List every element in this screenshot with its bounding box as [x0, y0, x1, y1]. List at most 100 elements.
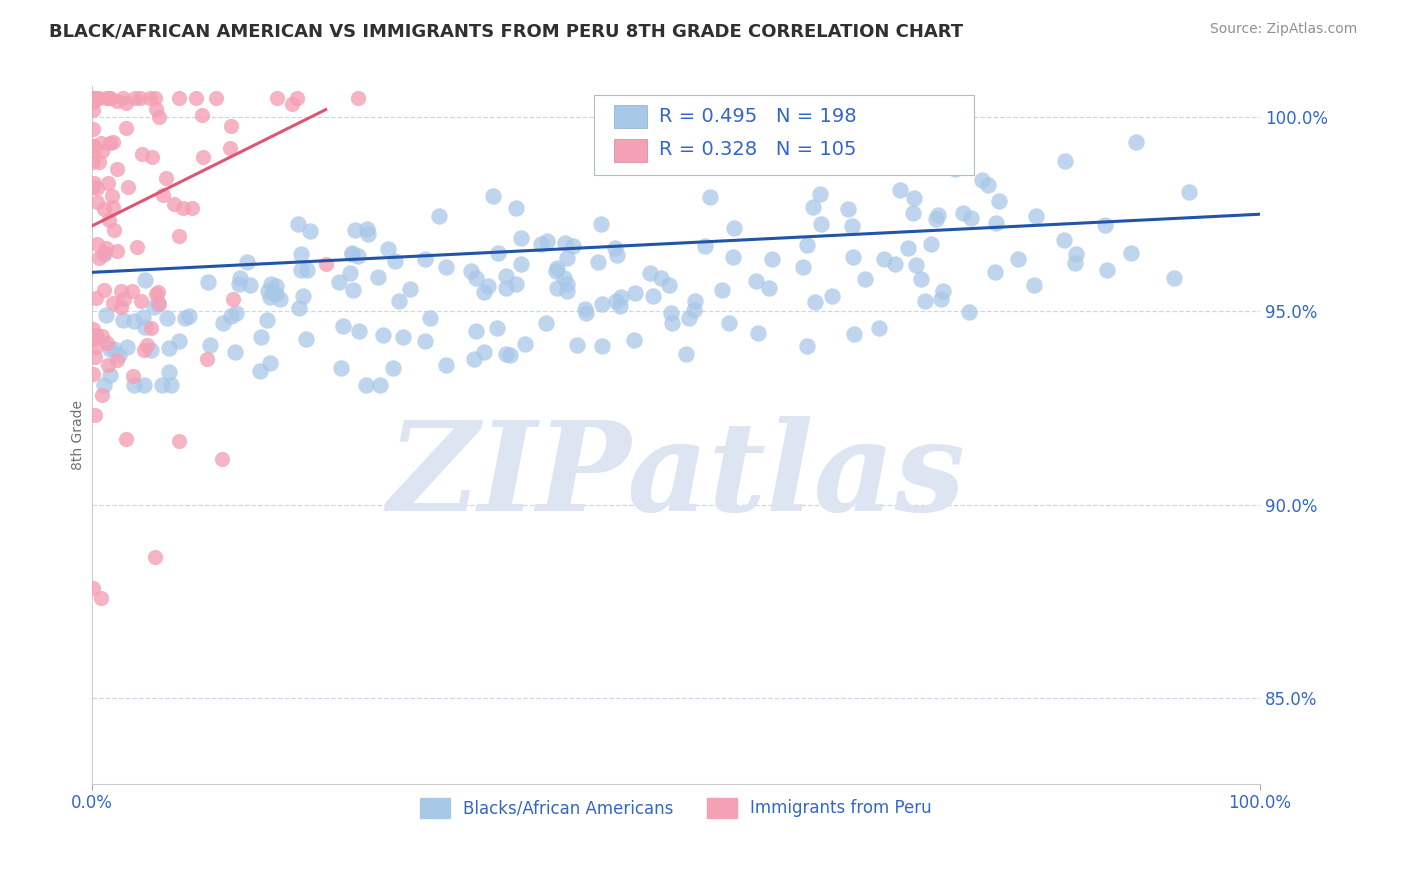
Point: [959, 211, 981, 225]
Point: [121, 284, 143, 298]
Point: [623, 333, 645, 347]
Point: [90, 591, 112, 605]
Point: [145, 102, 167, 116]
Point: [122, 314, 145, 328]
Point: [347, 249, 370, 263]
Point: [495, 268, 517, 283]
Point: [388, 294, 411, 309]
Point: [269, 293, 291, 307]
Point: [84, 408, 107, 422]
Point: [873, 252, 896, 266]
Point: [761, 252, 783, 266]
Point: [574, 302, 596, 317]
Point: [82, 180, 104, 194]
Point: [87, 251, 110, 265]
Point: [82, 145, 104, 159]
Point: [1094, 218, 1116, 232]
Point: [111, 91, 134, 105]
Point: [758, 281, 780, 295]
Point: [105, 94, 128, 108]
Point: [354, 377, 377, 392]
Point: [1119, 246, 1142, 260]
Point: [384, 253, 406, 268]
Point: [190, 108, 212, 122]
Point: [115, 96, 138, 111]
Point: [495, 281, 517, 295]
Point: [143, 549, 166, 564]
Point: [925, 212, 948, 227]
Point: [897, 241, 920, 255]
Point: [181, 202, 204, 216]
Point: [1097, 263, 1119, 277]
Point: [472, 344, 495, 359]
Point: [82, 91, 104, 105]
Point: [105, 353, 128, 368]
Point: [219, 119, 242, 133]
Point: [82, 139, 104, 153]
Point: [477, 279, 499, 293]
Point: [682, 302, 704, 317]
Point: [219, 309, 242, 323]
Point: [536, 234, 558, 248]
Point: [575, 306, 598, 320]
Point: [463, 352, 485, 367]
Point: [603, 241, 626, 255]
Point: [357, 227, 380, 241]
Point: [264, 279, 287, 293]
Point: [546, 260, 568, 275]
Point: [159, 377, 181, 392]
Point: [97, 177, 120, 191]
Point: [723, 221, 745, 235]
Point: [747, 326, 769, 340]
Point: [101, 200, 124, 214]
Point: [929, 293, 952, 307]
Point: [89, 91, 111, 105]
Point: [606, 248, 628, 262]
Point: [163, 197, 186, 211]
Point: [285, 91, 308, 105]
Point: [82, 122, 104, 136]
Point: [264, 286, 287, 301]
Point: [82, 155, 104, 169]
Point: [837, 202, 859, 216]
Point: [93, 283, 115, 297]
Point: [695, 238, 717, 252]
Point: [343, 223, 366, 237]
Point: [853, 272, 876, 286]
Point: [82, 95, 104, 109]
Point: [84, 340, 107, 354]
Point: [256, 313, 278, 327]
FancyBboxPatch shape: [595, 95, 974, 175]
Point: [413, 334, 436, 348]
Point: [699, 190, 721, 204]
Point: [367, 270, 389, 285]
Legend: Blacks/African Americans, Immigrants from Peru: Blacks/African Americans, Immigrants fro…: [413, 791, 939, 824]
Point: [139, 320, 162, 334]
Point: [841, 219, 863, 233]
Point: [295, 263, 318, 277]
Point: [122, 369, 145, 384]
Point: [90, 136, 112, 151]
Point: [546, 280, 568, 294]
Point: [249, 364, 271, 378]
Point: [295, 332, 318, 346]
Point: [952, 206, 974, 220]
Point: [134, 273, 156, 287]
Point: [485, 321, 508, 335]
Point: [373, 328, 395, 343]
Point: [94, 242, 117, 256]
Point: [499, 348, 522, 362]
Point: [332, 319, 354, 334]
Point: [157, 342, 180, 356]
Point: [82, 103, 104, 117]
Point: [315, 257, 337, 271]
Point: [605, 293, 627, 308]
Point: [927, 208, 949, 222]
Point: [515, 337, 537, 351]
Point: [340, 246, 363, 260]
Point: [342, 283, 364, 297]
Point: [83, 350, 105, 364]
Point: [821, 289, 844, 303]
Point: [122, 377, 145, 392]
Point: [91, 144, 114, 158]
